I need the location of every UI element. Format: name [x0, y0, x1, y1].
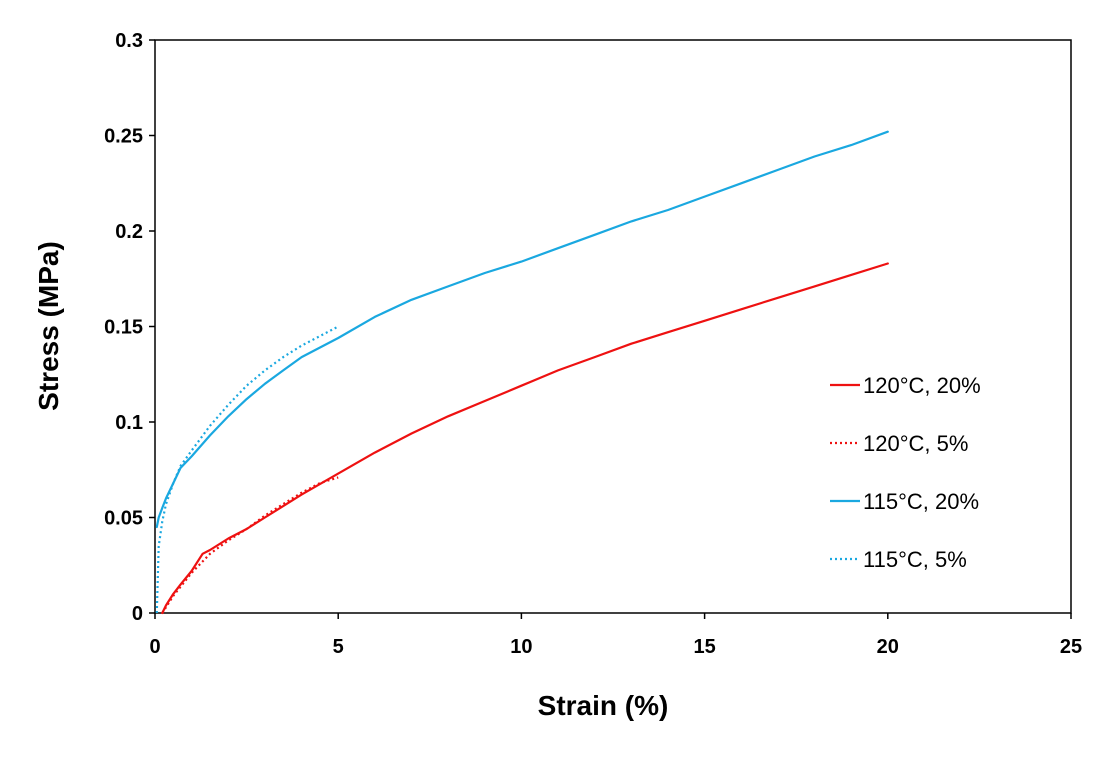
- legend-label-3: 115°C, 20%: [863, 489, 979, 514]
- y-axis: 0 0.05 0.1 0.15 0.2 0.25 0.3: [104, 30, 155, 625]
- x-tick-label: 15: [693, 636, 715, 658]
- y-axis-title: Stress (MPa): [33, 241, 64, 411]
- legend-label-4: 115°C, 5%: [863, 547, 967, 572]
- x-axis-title: Strain (%): [538, 690, 669, 721]
- y-tick-label: 0.25: [104, 126, 143, 148]
- x-axis: 0 5 10 15 20 25: [149, 613, 1082, 658]
- series-layer: [155, 130, 889, 615]
- series-line-2: [161, 476, 339, 614]
- y-tick-label: 0: [132, 603, 143, 625]
- series-line-1: [161, 262, 889, 615]
- legend-label-2: 120°C, 5%: [863, 431, 968, 456]
- x-tick-label: 5: [333, 636, 344, 658]
- y-tick-label: 0.1: [115, 412, 143, 434]
- legend: 120°C, 20% 120°C, 5% 115°C, 20% 115°C, 5%: [830, 373, 981, 572]
- legend-label-1: 120°C, 20%: [863, 373, 981, 398]
- x-tick-label: 20: [877, 636, 899, 658]
- y-tick-label: 0.15: [104, 317, 143, 339]
- y-tick-label: 0.05: [104, 508, 143, 530]
- x-tick-label: 0: [149, 636, 160, 658]
- x-tick-label: 25: [1060, 636, 1082, 658]
- series-line-3: [155, 130, 889, 529]
- series-line-4: [155, 325, 339, 614]
- y-tick-label: 0.2: [115, 221, 143, 243]
- y-tick-label: 0.3: [115, 30, 143, 52]
- x-tick-label: 10: [510, 636, 532, 658]
- plot-area: [154, 39, 1072, 614]
